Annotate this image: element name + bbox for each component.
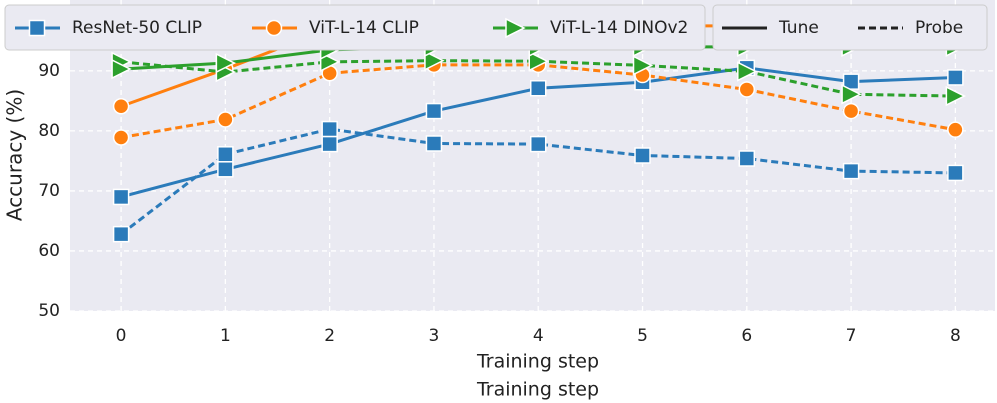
marker: [738, 150, 756, 167]
marker: [632, 55, 654, 76]
marker: [425, 102, 443, 120]
y-tick-label: 70: [38, 181, 60, 201]
x-tick-label: 7: [846, 326, 857, 346]
x-axis-label: Training step: [476, 351, 599, 373]
marker: [529, 135, 547, 153]
marker: [738, 81, 756, 98]
x-tick-label: 3: [429, 326, 440, 346]
series-line: [120, 127, 956, 236]
legend-label: Tune: [778, 18, 819, 38]
marker: [111, 58, 132, 80]
legend-label: ViT-L-14 DINOv2: [550, 18, 688, 38]
x-tick-label: 8: [950, 326, 961, 346]
marker: [947, 164, 964, 182]
y-tick-label: 80: [38, 121, 60, 141]
marker: [425, 135, 443, 152]
marker: [112, 188, 130, 206]
marker: [112, 129, 130, 146]
series-line: [120, 63, 956, 139]
marker: [947, 69, 964, 86]
marker: [215, 52, 237, 74]
marker: [842, 162, 860, 180]
x-tick-label: 1: [220, 326, 231, 346]
legend-label: ResNet-50 CLIP: [72, 18, 202, 38]
legend-label: Probe: [915, 18, 963, 38]
marker: [112, 225, 130, 243]
x-tick-label: 5: [637, 326, 648, 346]
marker: [842, 102, 860, 120]
marker: [28, 19, 46, 37]
marker: [217, 146, 234, 163]
marker: [505, 17, 526, 39]
marker: [945, 85, 967, 107]
marker: [217, 161, 234, 178]
y-tick-label: 50: [38, 301, 60, 321]
x-tick-label: 6: [741, 326, 752, 346]
marker: [321, 135, 338, 153]
marker: [841, 84, 862, 105]
marker: [321, 120, 338, 138]
x-tick-label: 4: [533, 326, 544, 346]
y-axis-label: Accuracy (%): [3, 89, 27, 221]
marker: [528, 51, 549, 72]
marker: [947, 121, 964, 138]
marker: [737, 61, 758, 82]
marker: [217, 111, 234, 128]
figure-label: Training step: [476, 379, 599, 401]
legend-box: [712, 4, 988, 51]
x-tick-label: 0: [116, 326, 127, 346]
marker: [424, 50, 445, 71]
x-tick-label: 2: [324, 326, 335, 346]
marker: [634, 147, 651, 164]
legend-box: [4, 4, 706, 51]
legend-label: ViT-L-14 CLIP: [309, 18, 419, 38]
legend: ResNet-50 CLIP ViT-L-14 CLIP ViT-L-14 DINO…: [4, 4, 988, 51]
y-tick-label: 90: [38, 61, 60, 81]
y-tick-label: 60: [38, 241, 60, 261]
marker: [265, 19, 283, 37]
marker: [112, 98, 130, 115]
marker: [529, 80, 547, 97]
